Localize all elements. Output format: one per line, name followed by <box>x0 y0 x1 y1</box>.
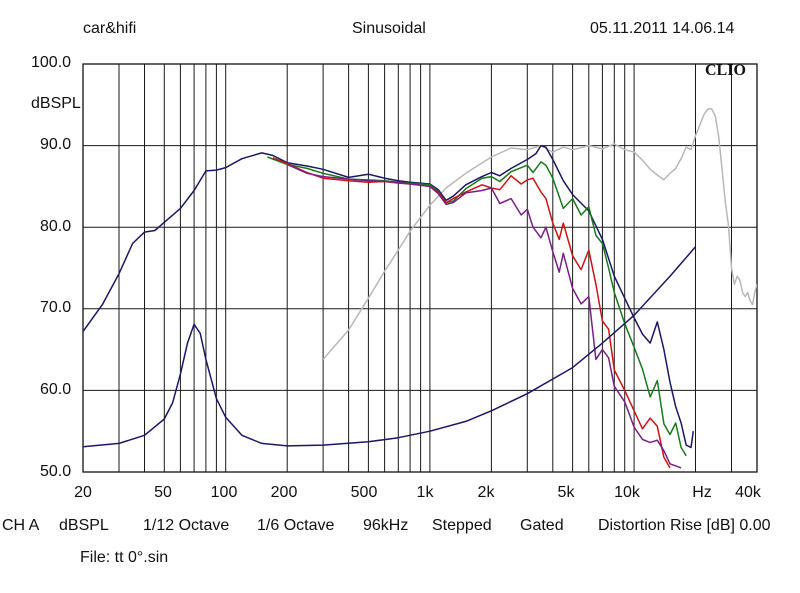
header-timestamp: 05.11.2011 14.06.14 <box>590 20 735 37</box>
x-tick-label-10k: 10k <box>614 484 640 501</box>
y-tick-label-90: 90.0 <box>40 136 72 153</box>
x-tick-label-2k: 2k <box>477 484 495 501</box>
x-tick-label-5k: 5k <box>557 484 575 501</box>
info-channel: CH A <box>2 517 40 534</box>
x-tick-label-1k: 1k <box>416 484 434 501</box>
info-window: Gated <box>520 517 564 534</box>
series-line-1 <box>322 108 757 360</box>
header-mode: Sinusoidal <box>352 20 426 37</box>
x-axis-unit: Hz <box>692 484 712 501</box>
clio-logo: CLIO <box>705 62 746 79</box>
x-tick-label-20: 20 <box>74 484 92 501</box>
y-axis-unit: dBSPL <box>31 95 81 112</box>
plot-frame <box>82 63 758 473</box>
header-brand: car&hifi <box>83 20 137 37</box>
y-tick-label-70: 70.0 <box>40 299 72 316</box>
info-sample-rate: 96kHz <box>363 517 409 534</box>
info-distortion-rise: Distortion Rise [dB] 0.00 <box>598 517 771 534</box>
x-tick-label-40k: 40k <box>735 484 761 501</box>
series-line-3 <box>267 156 687 457</box>
series-line-6 <box>83 246 697 448</box>
info-sweep-mode: Stepped <box>432 517 492 534</box>
y-tick-label-100: 100.0 <box>31 54 72 71</box>
x-tick-label-100: 100 <box>210 484 238 501</box>
file-name: File: tt 0°.sin <box>80 549 169 566</box>
x-tick-label-50: 50 <box>154 484 172 501</box>
x-tick-label-200: 200 <box>270 484 298 501</box>
info-smoothing: 1/6 Octave <box>257 517 335 534</box>
series-line-5 <box>286 163 682 469</box>
y-tick-label-80: 80.0 <box>40 218 72 235</box>
series-line-4 <box>272 157 671 469</box>
info-resolution: 1/12 Octave <box>143 517 230 534</box>
series-line-2 <box>83 144 695 449</box>
y-tick-label-60: 60.0 <box>40 381 72 398</box>
x-tick-label-500: 500 <box>350 484 378 501</box>
info-unit: dBSPL <box>59 517 109 534</box>
y-tick-label-50: 50.0 <box>40 463 72 480</box>
